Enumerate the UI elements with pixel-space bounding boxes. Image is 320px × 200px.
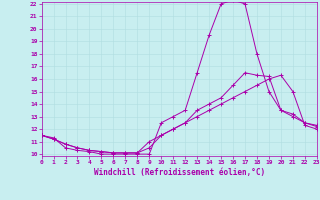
X-axis label: Windchill (Refroidissement éolien,°C): Windchill (Refroidissement éolien,°C)	[94, 168, 265, 177]
